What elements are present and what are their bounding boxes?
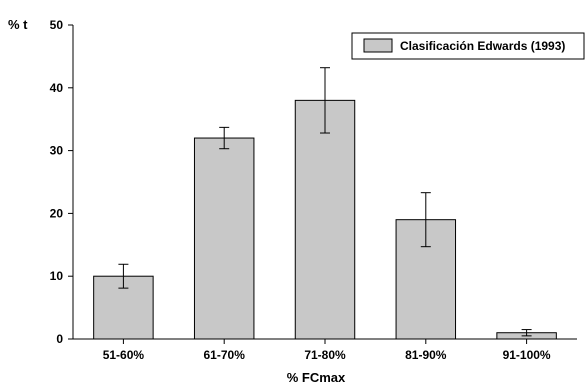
- legend-label: Clasificación Edwards (1993): [400, 39, 565, 53]
- x-tick-label: 61-70%: [204, 348, 246, 362]
- y-tick-label: 20: [50, 206, 64, 220]
- x-tick-label: 81-90%: [405, 348, 447, 362]
- y-axis-label: % t: [8, 17, 28, 32]
- bar: [193, 137, 255, 340]
- legend: Clasificación Edwards (1993): [351, 32, 585, 60]
- x-axis-label: % FCmax: [287, 370, 346, 385]
- y-tick-label: 40: [50, 81, 64, 95]
- x-tick-label: 71-80%: [304, 348, 346, 362]
- y-tick-label: 0: [56, 332, 63, 346]
- bar: [294, 99, 356, 340]
- x-tick-label: 51-60%: [103, 348, 145, 362]
- y-tick-label: 10: [50, 269, 64, 283]
- y-tick-label: 30: [50, 144, 64, 158]
- x-tick-label: 91-100%: [503, 348, 551, 362]
- y-tick-label: 50: [50, 18, 64, 32]
- legend-swatch: [363, 38, 393, 53]
